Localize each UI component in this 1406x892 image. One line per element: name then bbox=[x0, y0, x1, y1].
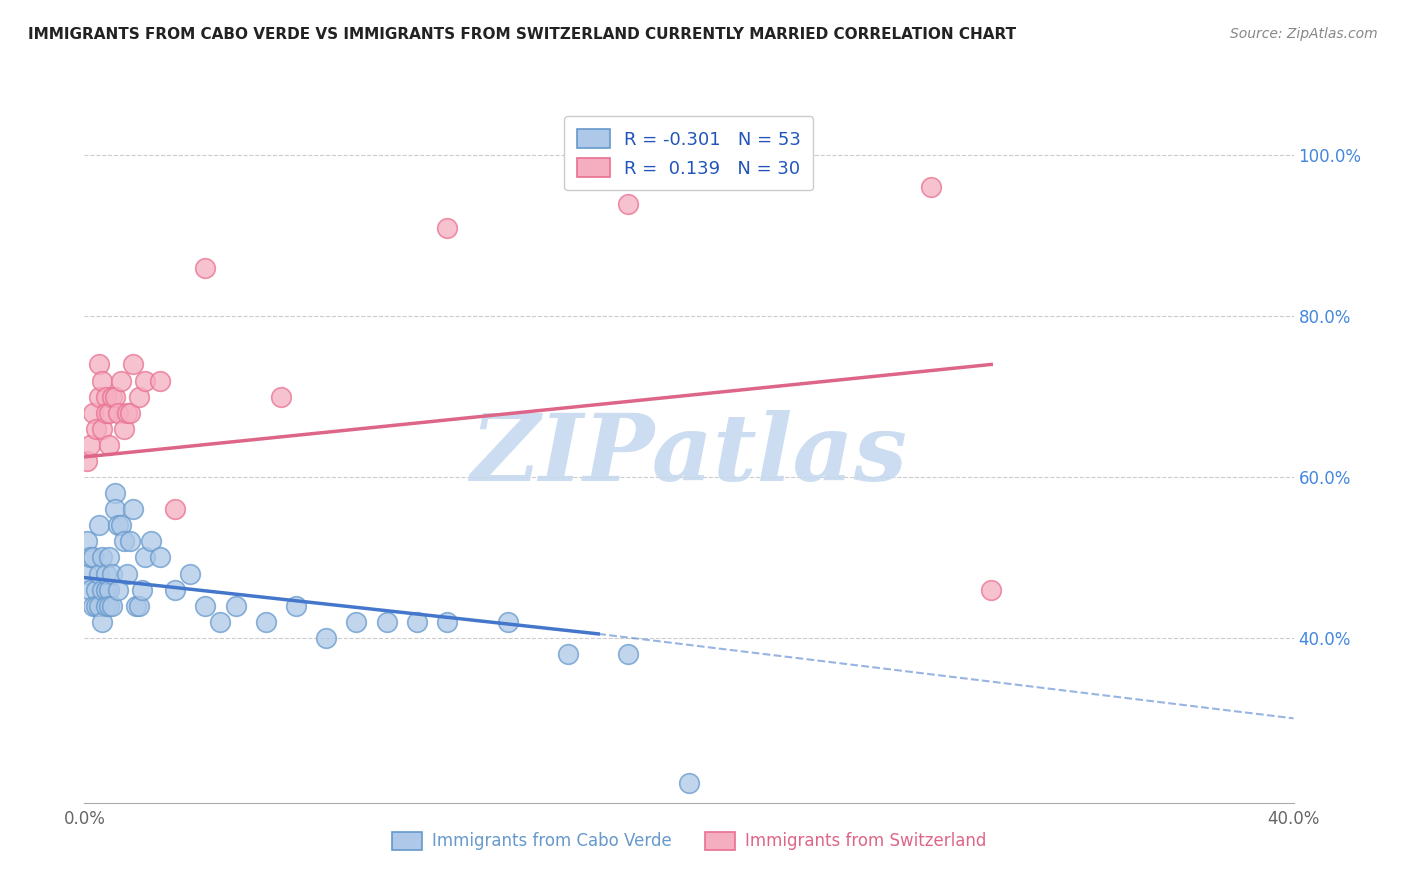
Point bbox=[94, 406, 117, 420]
Point bbox=[557, 647, 579, 661]
Point bbox=[104, 502, 127, 516]
Point bbox=[128, 390, 150, 404]
Point bbox=[89, 566, 111, 581]
Point bbox=[107, 582, 129, 597]
Point bbox=[225, 599, 247, 613]
Text: ZIPatlas: ZIPatlas bbox=[471, 410, 907, 500]
Point bbox=[125, 599, 148, 613]
Point bbox=[89, 358, 111, 372]
Point bbox=[194, 260, 217, 275]
Point bbox=[139, 534, 162, 549]
Point bbox=[76, 566, 98, 581]
Point bbox=[406, 615, 429, 629]
Point bbox=[270, 390, 292, 404]
Point bbox=[115, 566, 138, 581]
Point bbox=[79, 582, 101, 597]
Point bbox=[82, 599, 104, 613]
Point bbox=[110, 518, 132, 533]
Text: Source: ZipAtlas.com: Source: ZipAtlas.com bbox=[1230, 27, 1378, 41]
Point bbox=[678, 775, 700, 789]
Point bbox=[94, 566, 117, 581]
Legend: Immigrants from Cabo Verde, Immigrants from Switzerland: Immigrants from Cabo Verde, Immigrants f… bbox=[385, 825, 993, 857]
Point bbox=[112, 534, 135, 549]
Point bbox=[115, 406, 138, 420]
Point bbox=[128, 599, 150, 613]
Point bbox=[134, 374, 156, 388]
Point bbox=[104, 390, 127, 404]
Point bbox=[89, 390, 111, 404]
Point bbox=[107, 406, 129, 420]
Point bbox=[254, 615, 277, 629]
Point bbox=[100, 390, 122, 404]
Point bbox=[97, 582, 120, 597]
Point bbox=[94, 390, 117, 404]
Point bbox=[79, 550, 101, 565]
Point bbox=[375, 615, 398, 629]
Point bbox=[346, 615, 368, 629]
Point bbox=[91, 374, 114, 388]
Point bbox=[94, 599, 117, 613]
Point bbox=[82, 550, 104, 565]
Point bbox=[165, 502, 187, 516]
Point bbox=[79, 438, 101, 452]
Point bbox=[617, 647, 640, 661]
Point bbox=[121, 358, 143, 372]
Point bbox=[89, 599, 111, 613]
Point bbox=[89, 518, 111, 533]
Point bbox=[76, 454, 98, 468]
Point bbox=[110, 374, 132, 388]
Point bbox=[94, 582, 117, 597]
Point bbox=[97, 599, 120, 613]
Point bbox=[97, 438, 120, 452]
Point bbox=[134, 550, 156, 565]
Point bbox=[285, 599, 308, 613]
Text: IMMIGRANTS FROM CABO VERDE VS IMMIGRANTS FROM SWITZERLAND CURRENTLY MARRIED CORR: IMMIGRANTS FROM CABO VERDE VS IMMIGRANTS… bbox=[28, 27, 1017, 42]
Point bbox=[118, 534, 141, 549]
Point bbox=[86, 422, 108, 436]
Point bbox=[100, 566, 122, 581]
Point bbox=[97, 406, 120, 420]
Point bbox=[165, 582, 187, 597]
Point bbox=[121, 502, 143, 516]
Point bbox=[107, 518, 129, 533]
Point bbox=[97, 550, 120, 565]
Point bbox=[436, 220, 458, 235]
Point bbox=[91, 615, 114, 629]
Point bbox=[617, 196, 640, 211]
Point bbox=[91, 550, 114, 565]
Point bbox=[496, 615, 519, 629]
Point bbox=[980, 582, 1002, 597]
Point bbox=[149, 550, 172, 565]
Point bbox=[436, 615, 458, 629]
Point bbox=[104, 486, 127, 500]
Point bbox=[100, 599, 122, 613]
Point bbox=[131, 582, 153, 597]
Point bbox=[194, 599, 217, 613]
Point bbox=[91, 422, 114, 436]
Point bbox=[118, 406, 141, 420]
Point bbox=[149, 374, 172, 388]
Point bbox=[76, 534, 98, 549]
Point bbox=[112, 422, 135, 436]
Point bbox=[82, 406, 104, 420]
Point bbox=[209, 615, 232, 629]
Point bbox=[179, 566, 201, 581]
Point bbox=[315, 631, 337, 645]
Point bbox=[86, 582, 108, 597]
Point bbox=[920, 180, 942, 194]
Point bbox=[91, 582, 114, 597]
Point bbox=[86, 599, 108, 613]
